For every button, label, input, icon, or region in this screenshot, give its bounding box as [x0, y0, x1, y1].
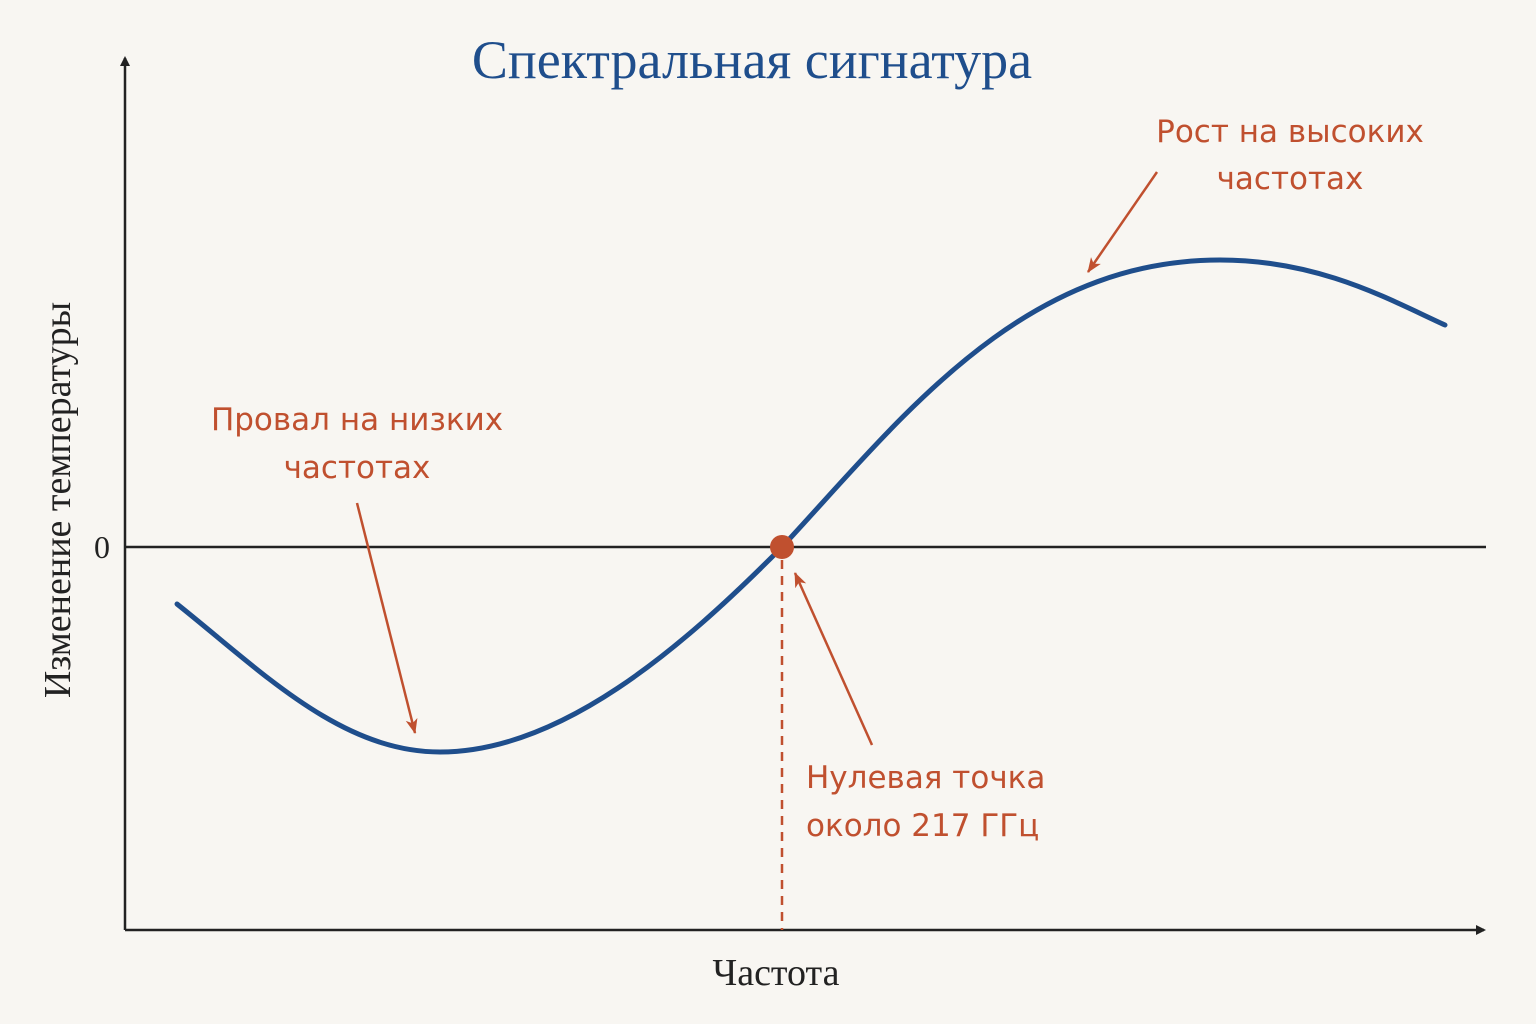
annotation: Нулевая точка: [806, 760, 1045, 796]
zero-label: 0: [94, 529, 110, 565]
y-axis-label: Изменение температуры: [37, 302, 79, 698]
annotation: около 217 ГГц: [806, 808, 1039, 844]
x-axis-label: Частота: [713, 952, 840, 994]
annotation: частотах: [284, 450, 431, 486]
title: Спектральная сигнатура: [472, 30, 1032, 90]
annotation: Провал на низких: [211, 402, 503, 438]
low-arrow: [355, 502, 418, 734]
high-arrow: [1086, 171, 1159, 273]
annotation: частотах: [1217, 161, 1364, 197]
zero-point: [770, 535, 794, 559]
zero-arrow: [793, 572, 874, 746]
annotation: Рост на высоких: [1156, 114, 1424, 150]
